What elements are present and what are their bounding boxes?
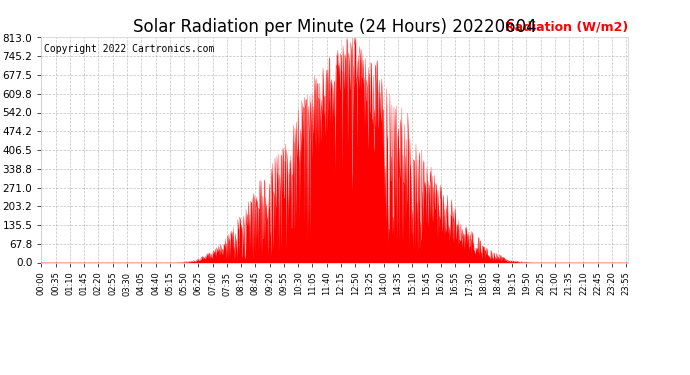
Title: Solar Radiation per Minute (24 Hours) 20220604: Solar Radiation per Minute (24 Hours) 20… [133, 18, 536, 36]
Text: Copyright 2022 Cartronics.com: Copyright 2022 Cartronics.com [44, 44, 215, 54]
Text: Radiation (W/m2): Radiation (W/m2) [504, 20, 628, 33]
